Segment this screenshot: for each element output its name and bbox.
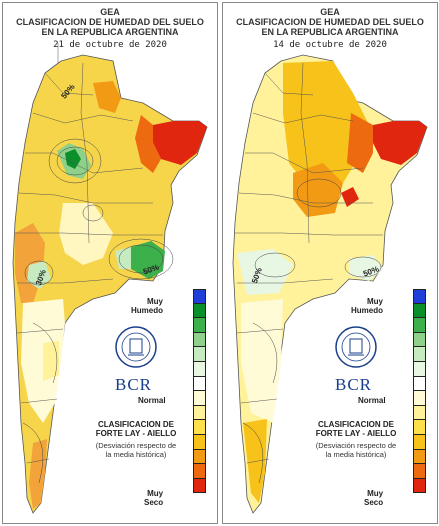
legend-very-dry-label: Muy Seco <box>144 489 164 507</box>
bcr-logo: BCR <box>335 375 373 394</box>
scale-swatch <box>193 449 206 465</box>
scale-swatch <box>413 303 426 319</box>
normal-patch <box>43 341 59 381</box>
scale-swatch <box>193 464 206 479</box>
method-description: (Desviación respecto de la media históric… <box>315 441 397 459</box>
scale-swatch <box>413 347 426 362</box>
scale-swatch <box>193 318 206 333</box>
legend-very-wet-label: Muy Humedo <box>131 297 163 315</box>
scale-swatch <box>413 449 426 465</box>
scale-swatch <box>193 303 206 319</box>
dry-northeast <box>347 113 373 173</box>
scale-swatch <box>193 420 206 435</box>
dry-north <box>93 81 121 113</box>
bcr-seal-icon <box>115 326 157 368</box>
title-line-1: CLASIFICACION DE HUMEDAD DEL SUELO <box>16 17 204 27</box>
color-scale-legend <box>413 289 426 494</box>
dry-centre <box>293 163 343 217</box>
scale-swatch <box>193 405 206 421</box>
light-wet-east <box>115 247 131 269</box>
scale-swatch <box>413 332 426 348</box>
scale-swatch <box>413 420 426 435</box>
method-label: CLASIFICACION DE FORTE LAY - AIELLO <box>315 420 397 438</box>
legend-very-wet-label: Muy Humedo <box>351 297 383 315</box>
argentina-soil-moisture-map <box>232 54 428 514</box>
legend-normal-label: Normal <box>358 396 386 405</box>
legend-very-dry-label: Muy Seco <box>364 489 384 507</box>
scale-swatch <box>413 361 426 377</box>
color-scale-legend <box>193 289 206 494</box>
map-date: 21 de octubre de 2020 <box>53 40 167 50</box>
very-dry-spot <box>341 187 359 207</box>
scale-swatch <box>413 376 426 392</box>
title-line-1: CLASIFICACION DE HUMEDAD DEL SUELO <box>236 17 424 27</box>
scale-swatch <box>413 391 426 406</box>
map-date: 14 de octubre de 2020 <box>273 40 387 50</box>
scale-swatch <box>413 478 426 494</box>
method-label: CLASIFICACION DE FORTE LAY - AIELLO <box>95 420 177 438</box>
wet-zone-east <box>131 241 165 279</box>
bcr-logo: BCR <box>115 375 153 394</box>
light-wet-south <box>237 249 293 295</box>
scale-swatch <box>193 332 206 348</box>
method-description: (Desviación respecto de la media históric… <box>95 441 177 459</box>
very-wet-centre <box>65 149 81 169</box>
gea-label: GEA <box>320 7 340 17</box>
scale-swatch <box>193 391 206 406</box>
title-line-2: EN LA REPUBLICA ARGENTINA <box>41 27 179 37</box>
scale-swatch <box>413 318 426 333</box>
bcr-seal-icon <box>335 326 377 368</box>
map-panel-oct-21: GEA CLASIFICACION DE HUMEDAD DEL SUELO E… <box>2 2 218 524</box>
very-dry-northeast <box>153 121 207 165</box>
very-dry-northeast <box>373 121 427 165</box>
scale-swatch <box>193 289 206 304</box>
scale-swatch <box>193 478 206 494</box>
scale-swatch <box>193 434 206 450</box>
scale-swatch <box>413 405 426 421</box>
argentina-soil-moisture-map <box>12 43 208 514</box>
scale-swatch <box>413 464 426 479</box>
dry-northeast <box>135 115 161 173</box>
legend-normal-label: Normal <box>138 396 166 405</box>
scale-swatch <box>193 347 206 362</box>
scale-swatch <box>413 289 426 304</box>
wet-south-spot <box>27 261 51 289</box>
scale-swatch <box>413 434 426 450</box>
map-panel-oct-14: GEA CLASIFICACION DE HUMEDAD DEL SUELO E… <box>222 2 438 524</box>
title-line-2: EN LA REPUBLICA ARGENTINA <box>261 27 399 37</box>
scale-swatch <box>193 361 206 377</box>
scale-swatch <box>193 376 206 392</box>
dry-patagonia <box>243 419 267 503</box>
gea-label: GEA <box>100 7 120 17</box>
dry-tip <box>29 439 47 509</box>
